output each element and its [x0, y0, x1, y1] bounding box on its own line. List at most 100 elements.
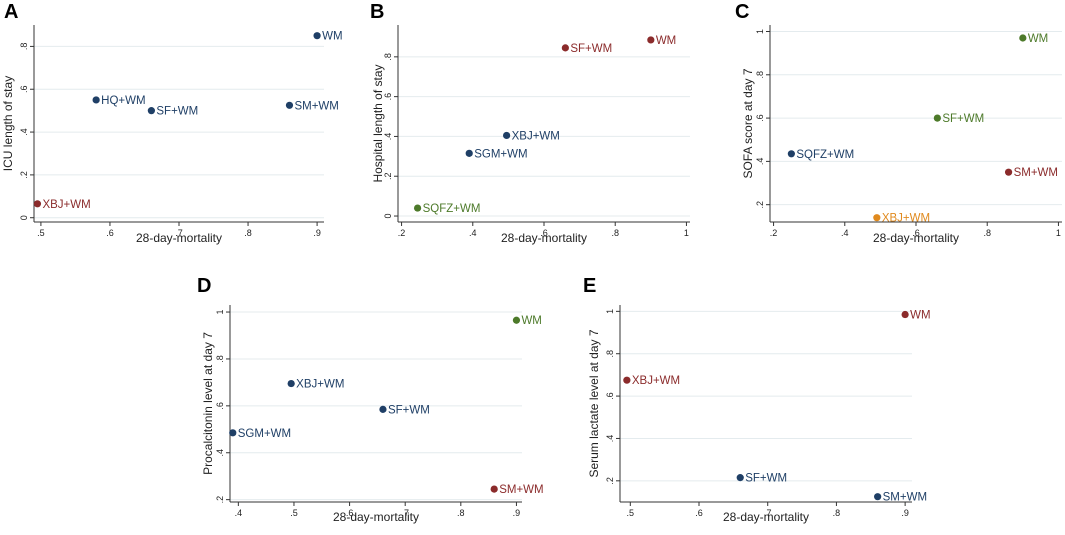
panel-d-letter: D	[197, 275, 211, 297]
panel-b-x-tick-label: .6	[540, 228, 548, 238]
panel-d-point-label-wm: WM	[521, 315, 541, 327]
panel-b-x-tick-label: .8	[611, 228, 619, 238]
panel-d-y-tick-label: 1	[215, 310, 225, 315]
panel-a-point-label-sf-wm: SF+WM	[156, 106, 198, 118]
panel-a-x-tick-label: .8	[244, 228, 252, 238]
panel-a-y-tick-label: 0	[19, 215, 29, 220]
panel-e-point-xbj-wm	[623, 376, 631, 384]
panel-c-x-tick-label: .8	[983, 228, 991, 238]
panel-e-letter: E	[583, 275, 596, 297]
panel-e-y-tick-label: .2	[605, 477, 615, 485]
panel-e-x-tick-label: .9	[901, 508, 909, 518]
panel-e-point-sf-wm	[736, 474, 744, 482]
panel-a-point-sm-wm	[285, 101, 294, 109]
panel-d-y-axis-label: Procalcitonin level at day 7	[201, 332, 215, 475]
panel-c-point-label-wm: WM	[1028, 33, 1048, 45]
panel-b-point-sgm-wm	[465, 149, 473, 157]
panel-b-x-axis-label: 28-day-mortality	[501, 231, 587, 245]
panel-b-point-label-sgm-wm: SGM+WM	[474, 148, 527, 160]
panel-e-x-tick-label: .5	[627, 508, 635, 518]
panel-e-y-tick-label: .4	[605, 435, 615, 443]
panel-a-point-label-xbj-wm: XBJ+WM	[42, 199, 90, 211]
panel-d-point-sf-wm	[379, 405, 387, 413]
panel-c-y-tick-label: .8	[755, 71, 765, 79]
panel-c-y-tick-label: .6	[755, 114, 765, 122]
panel-e-point-sm-wm	[874, 493, 882, 501]
panel-e-x-axis-label: 28-day-mortality	[723, 510, 809, 524]
panel-d-point-sgm-wm	[229, 429, 237, 437]
panel-d-point-label-sgm-wm: SGM+WM	[238, 428, 291, 440]
panel-d-point-sm-wm	[490, 485, 498, 493]
panel-c-x-tick-label: .4	[841, 228, 849, 238]
panel-e-y-tick-label: .6	[605, 392, 615, 400]
panel-d-x-tick-label: .4	[235, 508, 243, 518]
panel-b-y-tick-label: .6	[383, 93, 393, 101]
panel-b-y-tick-label: .2	[383, 172, 393, 180]
panel-e-y-axis-label: Serum lactate level at day 7	[587, 329, 601, 477]
panel-b-point-sqfz-wm	[413, 204, 422, 212]
panel-c-y-axis-label: SOFA score at day 7	[741, 68, 755, 178]
panel-b-letter: B	[370, 1, 384, 23]
panel-e-point-label-sm-wm: SM+WM	[883, 492, 927, 504]
panel-a-point-xbj-wm	[33, 200, 42, 208]
panel-d-y-tick-label: .2	[215, 496, 225, 504]
panel-a-x-tick-label: .6	[106, 228, 114, 238]
panel-a-point-hq-wm	[92, 96, 100, 104]
panel-a-point-label-sm-wm: SM+WM	[294, 100, 338, 112]
panel-e-point-label-sf-wm: SF+WM	[745, 473, 787, 485]
panel-b-point-xbj-wm	[503, 131, 511, 140]
panel-d-x-tick-label: .6	[346, 508, 354, 518]
panel-b-y-tick-label: .8	[383, 53, 393, 61]
panel-e-y-tick-label: .8	[605, 350, 615, 358]
panel-a-point-label-wm: WM	[322, 31, 342, 43]
panel-c-point-label-sm-wm: SM+WM	[1014, 167, 1058, 179]
panel-e-point-wm	[901, 310, 909, 319]
panel-e-x-tick-label: .8	[833, 508, 841, 518]
panel-e-point-label-xbj-wm: XBJ+WM	[632, 375, 680, 387]
panel-b-point-wm	[647, 36, 655, 44]
panel-c-point-sf-wm	[933, 114, 941, 122]
panel-d-point-label-sf-wm: SF+WM	[388, 404, 430, 416]
panel-a-y-tick-label: .8	[19, 43, 29, 51]
panel-e-x-tick-label: .6	[695, 508, 703, 518]
panel-a-point-wm	[313, 32, 321, 40]
panel-b-x-tick-label: 1	[684, 228, 689, 238]
panel-b-y-tick-label: .4	[383, 133, 393, 141]
panel-a-letter: A	[4, 1, 18, 23]
panel-d-point-label-sm-wm: SM+WM	[499, 484, 543, 496]
panel-c-y-tick-label: 1	[755, 29, 765, 34]
panel-b-point-sf-wm	[561, 44, 569, 52]
panel-b-point-label-wm: WM	[656, 35, 676, 47]
panel-c-x-tick-label: .6	[912, 228, 920, 238]
panel-b-x-tick-label: .4	[469, 228, 477, 238]
panel-a-x-tick-label: .9	[313, 228, 321, 238]
panel-d-x-tick-label: .8	[457, 508, 465, 518]
panel-d-y-tick-label: .4	[215, 449, 225, 457]
panel-d-x-tick-label: .7	[401, 508, 409, 518]
panel-c-letter: C	[735, 1, 749, 23]
panel-a-x-tick-label: .5	[37, 228, 45, 238]
panel-c-y-tick-label: .4	[755, 158, 765, 166]
panel-b-point-label-xbj-wm: XBJ+WM	[512, 130, 560, 142]
panel-c-point-label-sf-wm: SF+WM	[942, 113, 984, 125]
panel-d-point-xbj-wm	[287, 379, 295, 388]
panel-b-x-tick-label: .2	[398, 228, 406, 238]
panel-b-point-label-sf-wm: SF+WM	[570, 43, 612, 55]
panel-d-y-tick-label: .8	[215, 355, 225, 363]
panel-d-point-wm	[512, 316, 521, 324]
panel-b-y-axis-label: Hospital length of stay	[371, 64, 385, 182]
panel-a-y-axis-label: ICU length of stay	[1, 76, 15, 171]
panel-d-point-label-xbj-wm: XBJ+WM	[296, 379, 344, 391]
panel-c-x-axis-label: 28-day-mortality	[873, 231, 959, 245]
panel-a-x-axis-label: 28-day-mortality	[136, 231, 222, 245]
panel-e-point-label-wm: WM	[910, 310, 930, 322]
panel-c-x-tick-label: 1	[1056, 228, 1061, 238]
panel-e-y-tick-label: 1	[605, 309, 615, 314]
panel-b-y-tick-label: 0	[383, 214, 393, 219]
panel-c-point-wm	[1019, 34, 1027, 42]
panel-a-point-label-hq-wm: HQ+WM	[101, 95, 145, 107]
panel-d-x-axis-label: 28-day-mortality	[333, 510, 419, 524]
panel-a-y-tick-label: .4	[19, 128, 29, 136]
panel-d-x-tick-label: .9	[513, 508, 521, 518]
